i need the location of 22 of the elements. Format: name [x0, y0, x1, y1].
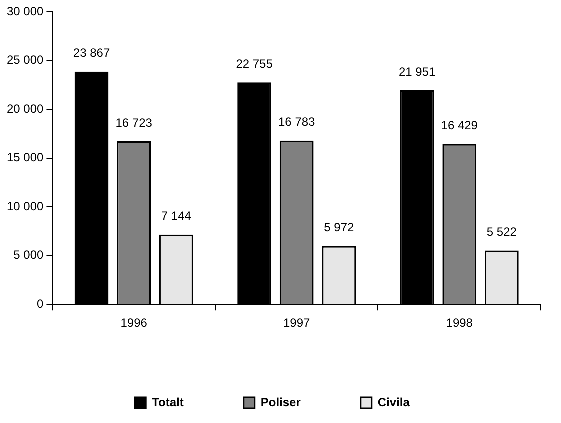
x-tick-label: 1998	[446, 316, 474, 330]
data-label: 16 429	[441, 118, 478, 133]
data-label: 16 723	[116, 116, 153, 130]
y-tick-label: 0	[37, 296, 44, 311]
legend-label: Civila	[378, 395, 410, 410]
data-label: 7 144	[161, 209, 192, 224]
y-tick-label: 15 000	[7, 150, 44, 165]
data-label: 22 755	[236, 56, 274, 71]
x-tick-label: 1997	[284, 316, 311, 330]
x-tick-label: 1996	[120, 316, 148, 330]
data-label: 16 783	[278, 115, 316, 130]
y-tick-label: 20 000	[7, 102, 44, 116]
y-tick-label: 25 000	[7, 53, 44, 68]
data-label: 5 522	[486, 225, 518, 240]
legend-label: Totalt	[152, 395, 184, 410]
data-label: 21 951	[398, 64, 436, 79]
legend-label: Poliser	[260, 395, 302, 410]
y-tick-label: 10 000	[7, 199, 44, 214]
y-tick-label: 5 000	[14, 248, 44, 262]
data-label: 5 972	[324, 220, 355, 235]
data-label: 23 867	[73, 46, 110, 60]
y-tick-label: 30 000	[7, 4, 44, 18]
